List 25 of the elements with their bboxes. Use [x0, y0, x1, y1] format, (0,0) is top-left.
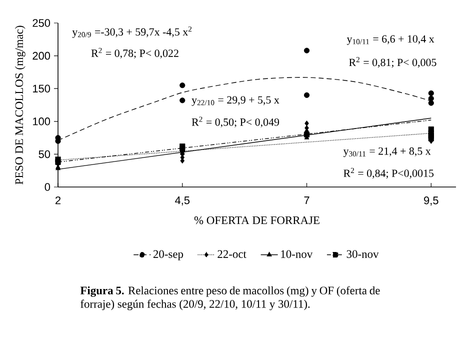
x-axis-title: % OFERTA DE FORRAJE: [194, 216, 320, 224]
annotation: y$_{22/10}$ = 29,9 + 5,5 x: [192, 96, 280, 106]
legend-label: 20-sep: [153, 250, 184, 260]
y-tick-label: 0: [44, 183, 50, 191]
legend-label: 30-nov: [346, 250, 379, 258]
legend-label: 10-nov: [281, 250, 313, 258]
annotation: R$^{2}$ = 0,50; P< 0,049: [192, 116, 280, 128]
y-tick-label: 150: [33, 84, 50, 92]
annotation: y$_{20/9}$ =-30,3 + 59,7x -4,5 x$^{2}$: [72, 26, 192, 38]
x-tick-label: 4,5: [175, 196, 190, 206]
x-tick-label: 2: [56, 196, 61, 204]
x-tick-label: 7: [304, 196, 310, 204]
y-tick-label: 200: [32, 52, 50, 60]
y-axis-title: PESO DE MACOLLOS (mg/mac): [14, 26, 26, 184]
y-tick-label: 50: [38, 150, 50, 158]
annotation: y$_{30/11}$ = 21,4 + 8,5 x: [343, 147, 431, 158]
text: Figura 5. Relaciones entre peso de macollos (mg) y OF (oferta de forraje) según fechas (20/9, 22/10, 10/11 y 30/11).: [80, 286, 380, 310]
y-tick-label: 250: [32, 19, 50, 27]
x-tick-label: 9,5: [424, 196, 438, 206]
y-tick-label: 100: [33, 118, 50, 126]
annotation: R$^{2}$ = 0,81; P< 0,005: [349, 57, 436, 68]
legend-label: 22-oct: [218, 250, 246, 258]
annotation: R$^{2}$ = 0,84; P<0,0015: [344, 168, 434, 179]
annotation: y$_{10/11}$ = 6,6 + 10,4 x: [346, 35, 434, 45]
annotation: R$^{2}$ = 0,78; P< 0,022: [91, 48, 178, 59]
